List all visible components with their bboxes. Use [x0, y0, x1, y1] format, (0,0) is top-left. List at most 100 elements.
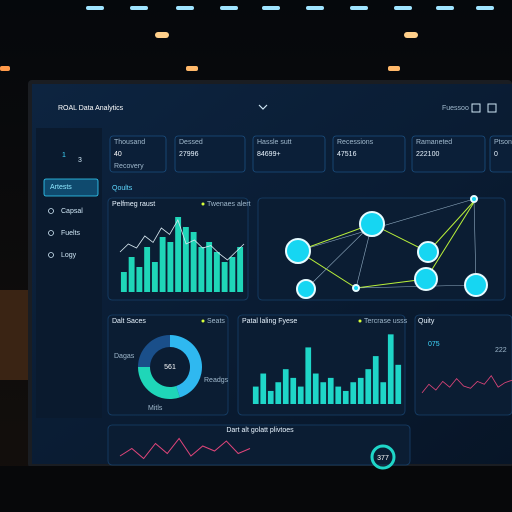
header-icon[interactable]	[471, 103, 481, 113]
dashboard: ROAL Data Analytics Fuessoo 1 3 Artests Capsa…	[36, 103, 512, 470]
panel-title: Dalt Saces	[112, 318, 146, 325]
bar	[305, 347, 312, 404]
network-node	[359, 211, 385, 237]
bar	[175, 217, 182, 292]
donut-slice	[138, 335, 170, 367]
panel	[414, 314, 512, 416]
network-node	[464, 273, 488, 297]
bar	[260, 373, 267, 404]
ring	[370, 444, 396, 470]
sidebar-number: 1	[62, 152, 66, 159]
bar	[327, 377, 334, 404]
bar	[275, 382, 282, 404]
panel-title: Quity	[418, 318, 435, 325]
panel-title: Dart alt golatt plivtoes	[226, 427, 294, 434]
bar	[365, 369, 372, 404]
kpi-label: Ramaneted	[416, 139, 452, 146]
bar	[190, 232, 197, 292]
bar	[357, 377, 364, 404]
ring-value: 377	[377, 455, 389, 462]
line	[421, 375, 512, 394]
kpi-card	[489, 135, 512, 173]
kpi-value: 47516	[337, 151, 357, 158]
nav-active[interactable]	[43, 178, 99, 197]
kpi-card	[174, 135, 246, 173]
bar	[395, 364, 402, 404]
panel	[107, 314, 229, 416]
bar	[144, 247, 151, 292]
bar	[297, 386, 304, 404]
network-node	[296, 279, 316, 299]
kpi-label: Hassle sutt	[257, 139, 292, 146]
network-node	[414, 267, 438, 291]
kpi-label: Recessions	[337, 139, 374, 146]
kpi-card	[109, 135, 167, 173]
bar	[387, 334, 394, 404]
network-node	[470, 195, 478, 203]
nav-icon	[48, 208, 54, 214]
kpi-card	[411, 135, 486, 173]
kpi-sub: Recovery	[114, 163, 144, 170]
section-title: Qoults	[112, 185, 133, 192]
nav-item[interactable]: Capsal	[61, 208, 83, 215]
bar	[151, 262, 158, 292]
desk	[0, 466, 512, 512]
legend-dot	[201, 319, 205, 323]
bar	[182, 227, 189, 292]
legend-dot	[201, 202, 205, 206]
bar	[267, 390, 274, 404]
legend-label: Seats	[207, 318, 225, 325]
network-node	[352, 284, 360, 292]
network-node	[285, 238, 311, 264]
bar	[213, 252, 220, 292]
kpi-label: Thousand	[114, 139, 145, 146]
donut-center: 561	[164, 364, 176, 371]
kpi-label: Ptsons	[494, 139, 512, 146]
network-link	[297, 198, 477, 290]
bar	[380, 382, 387, 404]
big-value: 075	[428, 341, 440, 348]
panel-title: Patal laling Fyese	[242, 318, 297, 325]
kpi-label: Dessed	[179, 139, 203, 146]
panel-title: Pelfmeg raust	[112, 201, 155, 208]
bar	[312, 373, 319, 404]
bar	[198, 247, 205, 292]
sidebar	[36, 128, 102, 418]
kpi-value: 40	[114, 151, 122, 158]
legend-label: Tercrase usss	[364, 318, 408, 325]
chair	[0, 290, 28, 380]
panel	[257, 197, 506, 301]
kpi-value: 0	[494, 151, 498, 158]
header-menu: Fuessoo	[442, 105, 469, 112]
line	[119, 437, 251, 460]
kpi-value: 222100	[416, 151, 439, 158]
bar	[128, 257, 135, 292]
legend-label: Twenaes alert	[207, 201, 251, 208]
bar	[237, 247, 244, 292]
bar	[342, 390, 349, 404]
header-icon[interactable]	[487, 103, 497, 113]
dropdown-icon[interactable]	[258, 104, 268, 110]
nav-item[interactable]: Artests	[50, 184, 72, 191]
sidebar-number-sub: 3	[78, 157, 82, 164]
kpi-card	[252, 135, 326, 173]
network-node	[417, 241, 439, 263]
kpi-value: 84699+	[257, 151, 281, 158]
donut-label: Mitls	[148, 405, 163, 412]
bar	[120, 272, 127, 292]
bar	[159, 237, 166, 292]
kpi-card	[332, 135, 406, 173]
nav-item[interactable]: Logy	[61, 252, 77, 259]
donut-slice	[170, 335, 202, 398]
donut-label: Dagas	[114, 353, 135, 360]
bar	[320, 382, 327, 404]
bar	[167, 242, 174, 292]
bar	[350, 382, 357, 404]
bar	[372, 356, 379, 404]
bar	[136, 267, 143, 292]
ceiling-lights	[0, 6, 494, 71]
nav-item[interactable]: Fuelts	[61, 230, 81, 237]
bar	[282, 369, 289, 404]
